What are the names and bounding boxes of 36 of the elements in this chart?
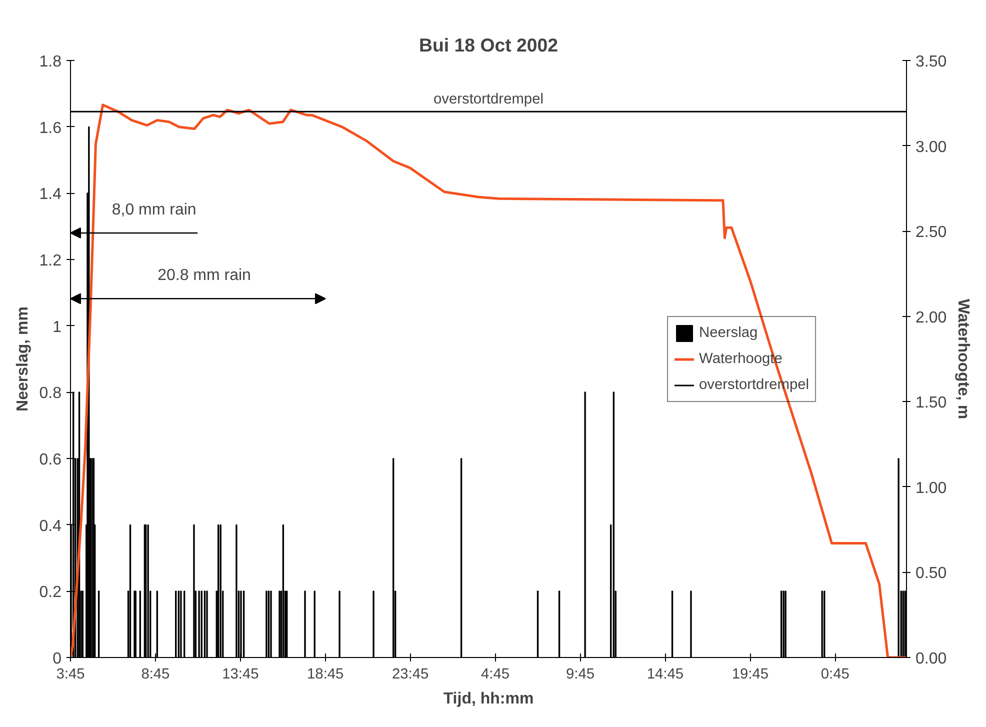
y-tick-label: 0.4: [39, 518, 62, 535]
y-tick-label: 0.6: [39, 452, 62, 468]
y-tick-label: 0.8: [39, 385, 62, 402]
y-tick-label: 1.8: [39, 54, 62, 70]
y-tick-label: 1.2: [39, 252, 62, 270]
y-tick-label: 0.2: [39, 584, 62, 602]
y-tick-label: 0: [52, 650, 62, 668]
x-tick-label: 4:45: [481, 666, 510, 682]
x-tick-label: 8:45: [141, 666, 170, 682]
y-axis-title: Neerslag, mm: [14, 306, 32, 412]
y-tick-label: 1.6: [39, 120, 62, 137]
x-tick-label: 13:45: [222, 666, 259, 682]
x-tick-label: 14:45: [646, 666, 684, 682]
annotation: 20.8 mm rain: [158, 266, 251, 284]
x-tick-label: 18:45: [307, 666, 344, 682]
y-tick-label: 1: [52, 318, 62, 336]
y2-tick-label: 1.50: [916, 394, 947, 412]
y2-axis-title: Waterhoogte, m: [954, 298, 972, 420]
x-tick-label: 23:45: [392, 666, 429, 682]
y2-tick-label: 3.00: [916, 138, 947, 156]
y2-tick-label: 0.00: [916, 650, 947, 668]
y2-tick-label: 0.50: [916, 565, 947, 582]
y-tick-label: 1.4: [39, 186, 62, 204]
y2-tick-label: 2.50: [916, 224, 947, 242]
legend-label: Neerslag: [699, 324, 758, 340]
y2-tick-label: 2.00: [916, 309, 947, 326]
x-tick-label: 19:45: [732, 666, 769, 682]
chart-title: Bui 18 Oct 2002: [419, 34, 558, 56]
y2-tick-label: 3.50: [916, 54, 947, 70]
annotation: 8,0 mm rain: [112, 201, 196, 218]
x-tick-label: 0:45: [820, 666, 850, 682]
x-tick-label: 3:45: [56, 666, 85, 682]
x-axis-title: Tijd, hh:mm: [443, 690, 534, 708]
x-tick-label: 9:45: [566, 666, 595, 682]
ref-line-label: overstortdrempel: [434, 92, 544, 108]
y2-tick-label: 1.00: [916, 480, 947, 497]
